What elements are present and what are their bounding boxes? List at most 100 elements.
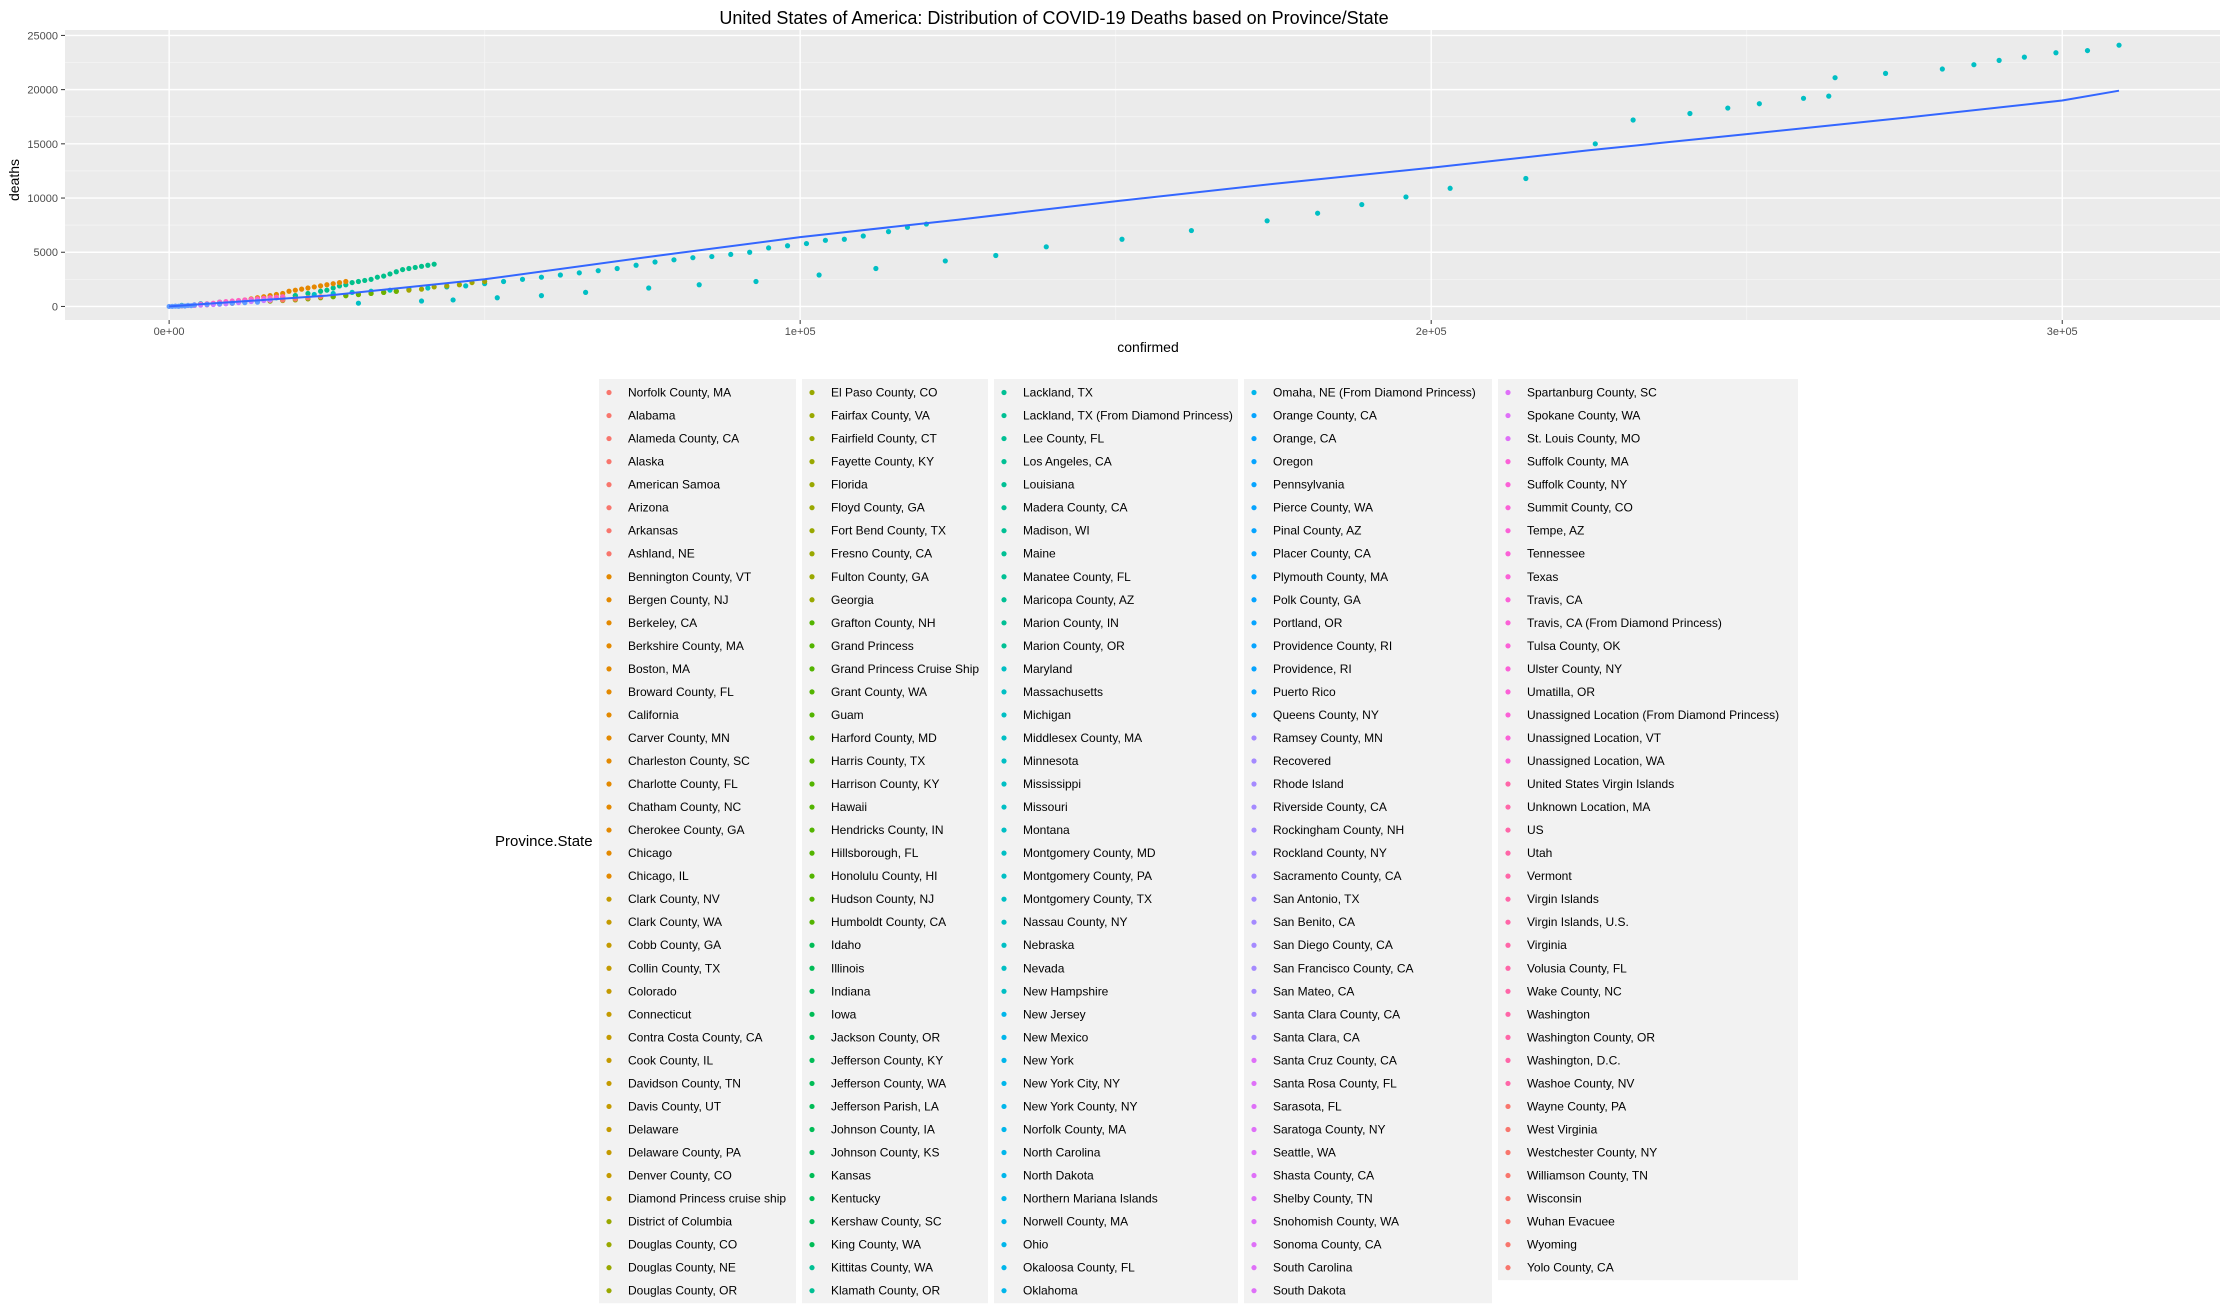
legend-key bbox=[1505, 827, 1511, 833]
legend-key bbox=[606, 666, 612, 672]
data-point bbox=[355, 300, 362, 306]
legend-label: Wyoming bbox=[1527, 1238, 1577, 1252]
data-point bbox=[583, 289, 589, 295]
legend-key bbox=[809, 1034, 815, 1040]
legend-key bbox=[809, 482, 815, 488]
legend-key bbox=[1251, 896, 1257, 902]
data-point bbox=[646, 285, 652, 291]
legend-label: North Dakota bbox=[1023, 1169, 1094, 1183]
legend-key bbox=[606, 850, 612, 856]
legend-key bbox=[606, 965, 612, 971]
legend-key bbox=[606, 597, 612, 603]
legend-key bbox=[1251, 574, 1257, 580]
legend-label: Placer County, CA bbox=[1273, 547, 1371, 561]
legend-label: New York City, NY bbox=[1023, 1076, 1120, 1090]
legend-key bbox=[1001, 712, 1007, 718]
data-point bbox=[766, 245, 772, 251]
legend-key bbox=[809, 1288, 815, 1294]
data-point bbox=[2021, 54, 2027, 60]
legend-label: New York bbox=[1023, 1053, 1075, 1067]
data-point bbox=[873, 265, 879, 272]
legend-key bbox=[809, 435, 815, 442]
legend-label: Tulsa County, OK bbox=[1527, 639, 1620, 653]
legend-label: Shelby County, TN bbox=[1273, 1192, 1373, 1206]
legend-key bbox=[809, 735, 815, 741]
chart-title: United States of America: Distribution o… bbox=[719, 8, 1388, 28]
legend-label: American Samoa bbox=[628, 478, 720, 492]
legend-label: Santa Clara, CA bbox=[1273, 1030, 1360, 1044]
legend-label: Chicago, IL bbox=[628, 869, 689, 883]
data-point bbox=[406, 265, 412, 272]
legend-label: Humboldt County, CA bbox=[831, 915, 946, 929]
data-point bbox=[450, 297, 456, 303]
legend-key bbox=[1251, 435, 1257, 442]
legend-label: Douglas County, OR bbox=[628, 1284, 737, 1298]
legend-label: Bennington County, VT bbox=[628, 570, 752, 584]
legend-label: Norfolk County, MA bbox=[1023, 1122, 1126, 1136]
legend-key bbox=[809, 1126, 815, 1133]
legend-label: Nebraska bbox=[1023, 938, 1075, 952]
data-point bbox=[381, 289, 387, 295]
legend-key bbox=[606, 919, 612, 925]
legend-label: San Diego County, CA bbox=[1273, 938, 1393, 952]
legend-label: Kentucky bbox=[831, 1192, 880, 1206]
legend-key bbox=[606, 1103, 612, 1110]
data-point bbox=[747, 249, 753, 255]
data-point bbox=[418, 263, 425, 269]
data-point bbox=[1939, 66, 1945, 72]
legend-label: Charlotte County, FL bbox=[628, 777, 738, 791]
data-point bbox=[1832, 75, 1838, 81]
legend-label: Grafton County, NH bbox=[831, 616, 935, 630]
legend-key bbox=[1505, 942, 1511, 948]
legend-label: Westchester County, NY bbox=[1527, 1146, 1657, 1160]
legend-label: Minnesota bbox=[1023, 754, 1079, 768]
legend-label: Saratoga County, NY bbox=[1273, 1122, 1386, 1136]
legend-label: St. Louis County, MO bbox=[1527, 432, 1640, 446]
legend-label: Umatilla, OR bbox=[1527, 685, 1595, 699]
legend-key bbox=[1505, 574, 1511, 580]
legend-label: Jefferson County, KY bbox=[831, 1053, 943, 1067]
data-point bbox=[519, 276, 526, 282]
legend-label: Harford County, MD bbox=[831, 731, 937, 745]
legend-key bbox=[606, 459, 612, 465]
legend-label: Unassigned Location (From Diamond Prince… bbox=[1527, 708, 1779, 722]
legend-label: South Dakota bbox=[1273, 1284, 1346, 1298]
legend-label: Hawaii bbox=[831, 800, 867, 814]
legend-label: South Carolina bbox=[1273, 1261, 1353, 1275]
legend-key bbox=[606, 1218, 612, 1225]
legend-label: Jackson County, OR bbox=[831, 1030, 940, 1044]
legend-key bbox=[1001, 1126, 1007, 1133]
legend-key bbox=[1251, 758, 1257, 764]
legend-label: Broward County, FL bbox=[628, 685, 734, 699]
legend-label: Pierce County, WA bbox=[1273, 501, 1373, 515]
legend-label: Wuhan Evacuee bbox=[1527, 1215, 1615, 1229]
data-point bbox=[286, 288, 292, 294]
data-point bbox=[1359, 201, 1365, 208]
legend-label: Santa Cruz County, CA bbox=[1273, 1053, 1397, 1067]
legend-key bbox=[1251, 988, 1257, 994]
legend-key bbox=[1001, 643, 1007, 649]
legend-label: Chatham County, NC bbox=[628, 800, 741, 814]
legend-key bbox=[1251, 459, 1257, 465]
data-point bbox=[1800, 95, 1807, 101]
plot-panel bbox=[65, 30, 2220, 320]
legend-key bbox=[1251, 389, 1257, 396]
legend-key bbox=[1505, 850, 1511, 856]
legend-key bbox=[1251, 804, 1257, 810]
legend-key bbox=[606, 1149, 612, 1156]
legend-label: Maricopa County, AZ bbox=[1023, 593, 1134, 607]
legend-label: Diamond Princess cruise ship bbox=[628, 1192, 786, 1206]
legend-label: Lackland, TX bbox=[1023, 386, 1093, 400]
legend-key bbox=[809, 988, 815, 994]
legend-label: Sarasota, FL bbox=[1273, 1099, 1342, 1113]
legend-key bbox=[1001, 758, 1007, 764]
legend-label: El Paso County, CO bbox=[831, 386, 938, 400]
data-point bbox=[1043, 244, 1049, 250]
legend-label: Oregon bbox=[1273, 455, 1313, 469]
data-point bbox=[538, 293, 545, 299]
legend-label: Missouri bbox=[1023, 800, 1068, 814]
legend-key bbox=[1251, 620, 1257, 626]
legend-key bbox=[1251, 689, 1257, 695]
legend-label: Williamson County, TN bbox=[1527, 1169, 1648, 1183]
legend-label: Hudson County, NJ bbox=[831, 892, 934, 906]
